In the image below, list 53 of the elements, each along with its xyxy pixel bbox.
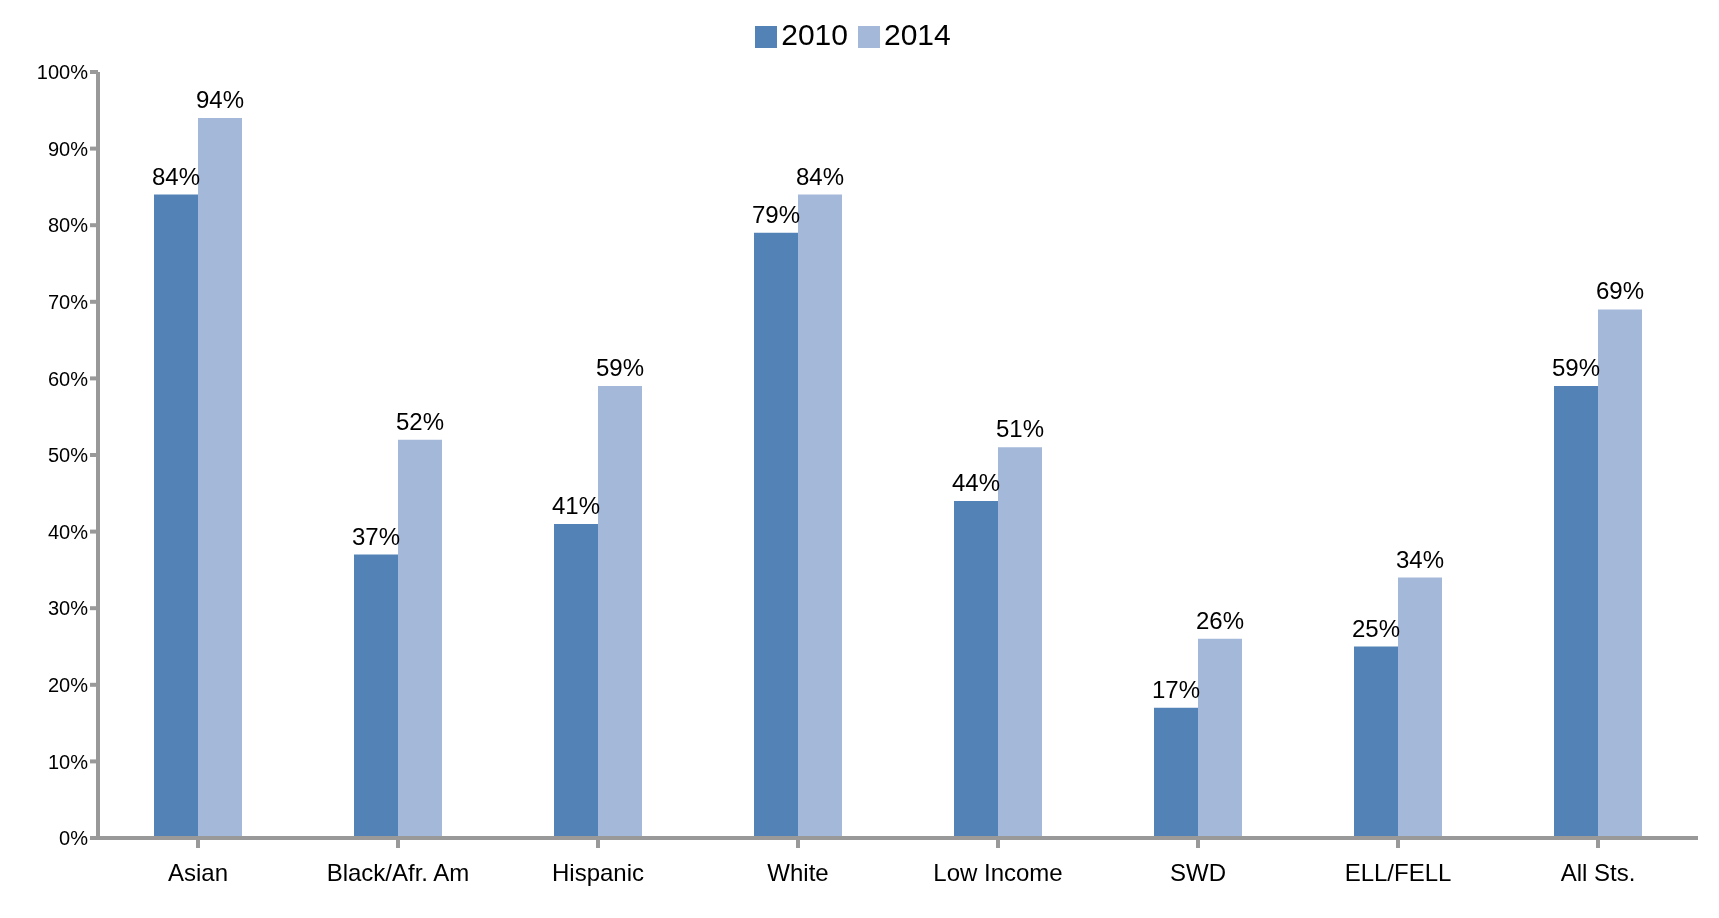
y-tick-label: 70% — [47, 290, 89, 313]
data-label: 94% — [195, 85, 245, 113]
y-tick-label: 100% — [36, 61, 89, 84]
y-tick-label: 10% — [47, 750, 89, 773]
y-tick-label: 40% — [47, 520, 89, 543]
data-label: 84% — [795, 162, 845, 190]
data-label: 34% — [1395, 545, 1445, 573]
x-tick-label: Black/Afr. Am — [326, 859, 470, 887]
bar — [554, 523, 598, 838]
bar — [954, 500, 998, 838]
data-label: 52% — [395, 407, 445, 435]
y-tick-label: 90% — [47, 137, 89, 160]
bar — [1154, 707, 1198, 838]
bar — [798, 194, 842, 838]
data-label: 79% — [751, 200, 801, 228]
legend-label: 2010 — [781, 18, 848, 51]
bar — [754, 232, 798, 838]
bar — [398, 439, 442, 838]
bar — [998, 447, 1042, 838]
bar — [1354, 646, 1398, 838]
y-tick-label: 80% — [47, 214, 89, 237]
bar — [1198, 638, 1242, 838]
x-tick-label: Low Income — [933, 859, 1063, 887]
bar — [598, 386, 642, 838]
y-tick-label: 30% — [47, 597, 89, 620]
bar — [354, 554, 398, 838]
x-tick-label: ELL/FELL — [1344, 859, 1452, 887]
x-tick-label: Hispanic — [551, 859, 645, 887]
bar — [1554, 386, 1598, 838]
x-tick-label: SWD — [1170, 859, 1226, 887]
y-tick-label: 20% — [47, 673, 89, 696]
data-label: 59% — [595, 354, 645, 382]
y-tick-label: 0% — [59, 827, 89, 850]
data-label: 84% — [151, 162, 201, 190]
data-label: 69% — [1595, 277, 1645, 305]
bar — [198, 117, 242, 838]
data-label: 25% — [1351, 614, 1401, 642]
data-label: 44% — [951, 468, 1001, 496]
y-tick-label: 60% — [47, 367, 89, 390]
bar — [1398, 577, 1442, 838]
x-tick-label: Asian — [167, 859, 229, 887]
data-label: 37% — [351, 522, 401, 550]
data-label: 41% — [551, 491, 601, 519]
data-label: 51% — [995, 415, 1045, 443]
x-tick-label: All Sts. — [1560, 859, 1636, 887]
data-label: 59% — [1551, 354, 1601, 382]
y-tick-label: 50% — [47, 444, 89, 467]
data-label: 17% — [1151, 675, 1201, 703]
bar — [1598, 309, 1642, 838]
data-label: 26% — [1195, 606, 1245, 634]
legend-label: 2014 — [884, 18, 951, 51]
x-tick-label: White — [767, 859, 829, 887]
bar — [154, 194, 198, 838]
